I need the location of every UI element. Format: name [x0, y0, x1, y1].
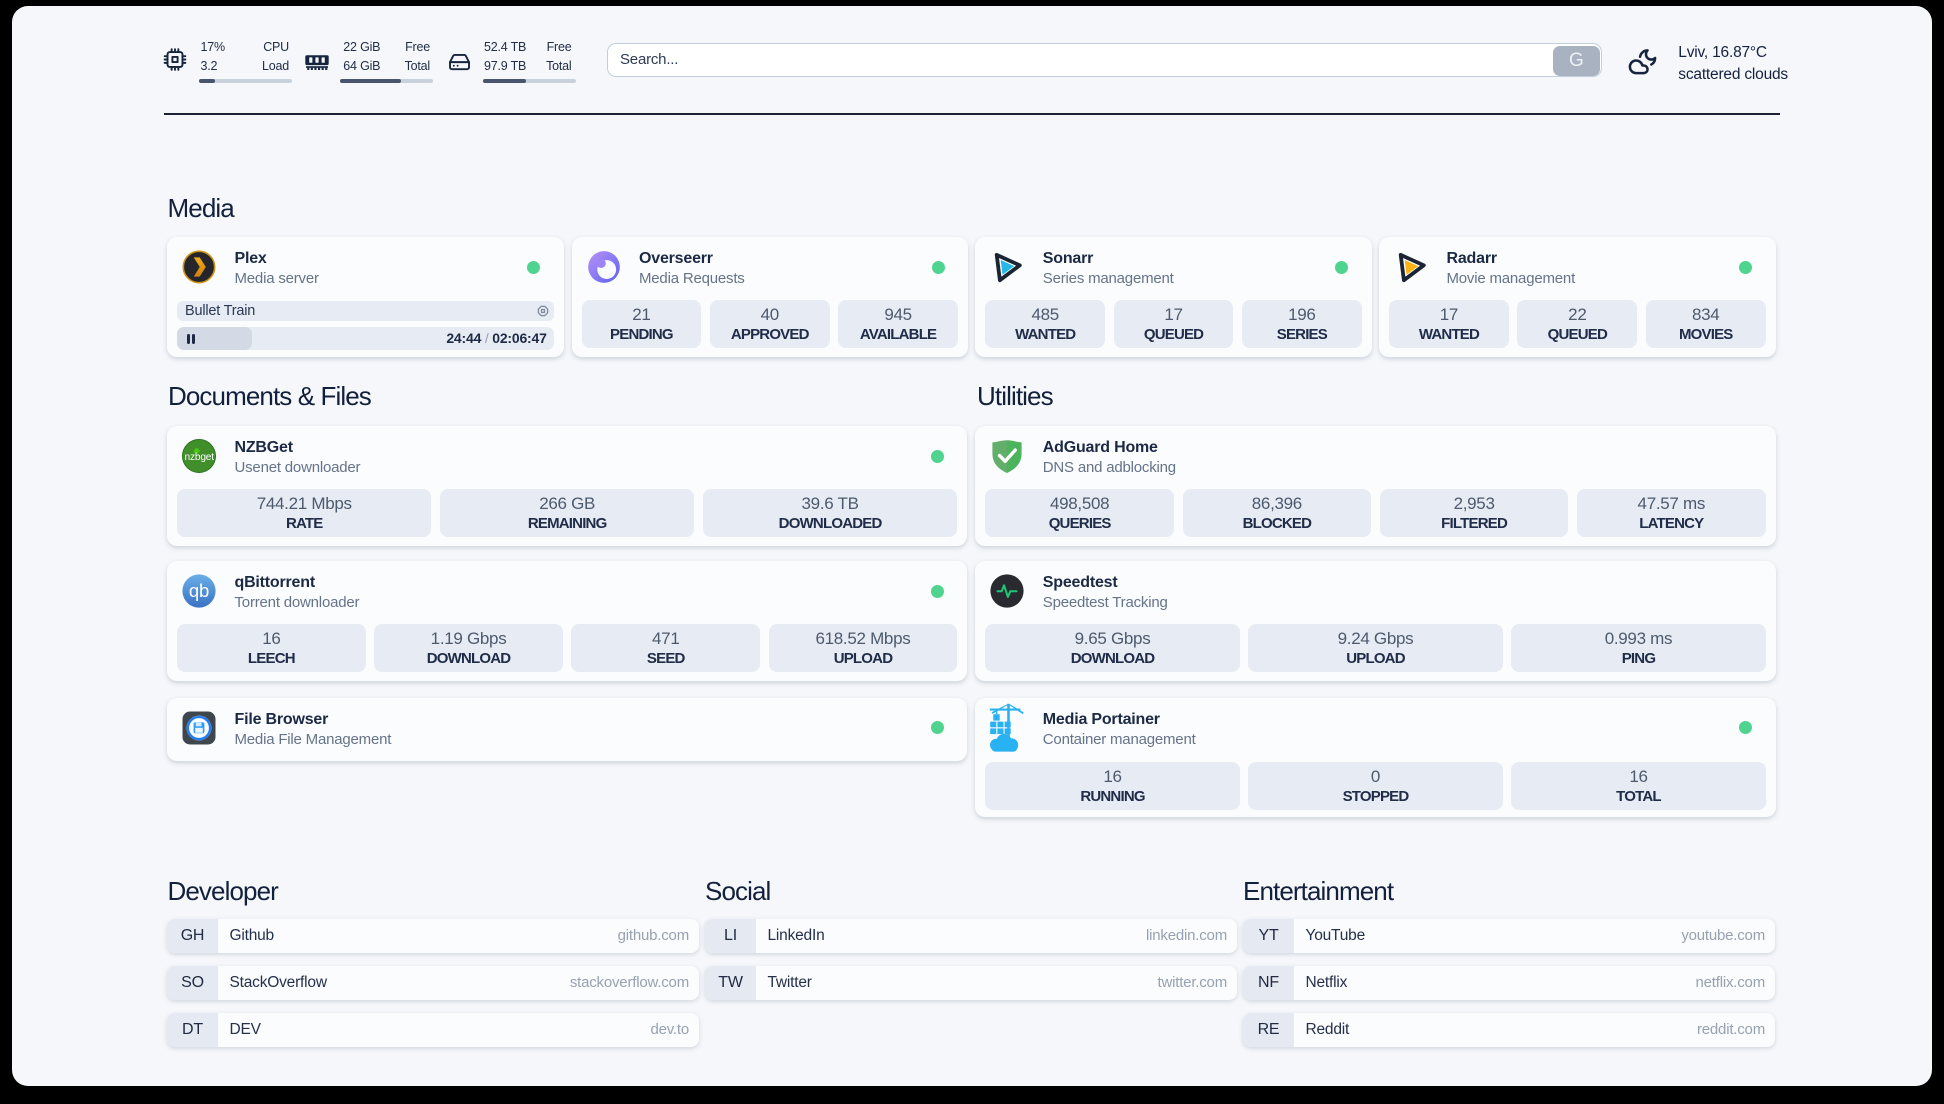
svg-text:qb: qb — [189, 580, 209, 601]
svg-text:nzbget: nzbget — [185, 452, 215, 463]
